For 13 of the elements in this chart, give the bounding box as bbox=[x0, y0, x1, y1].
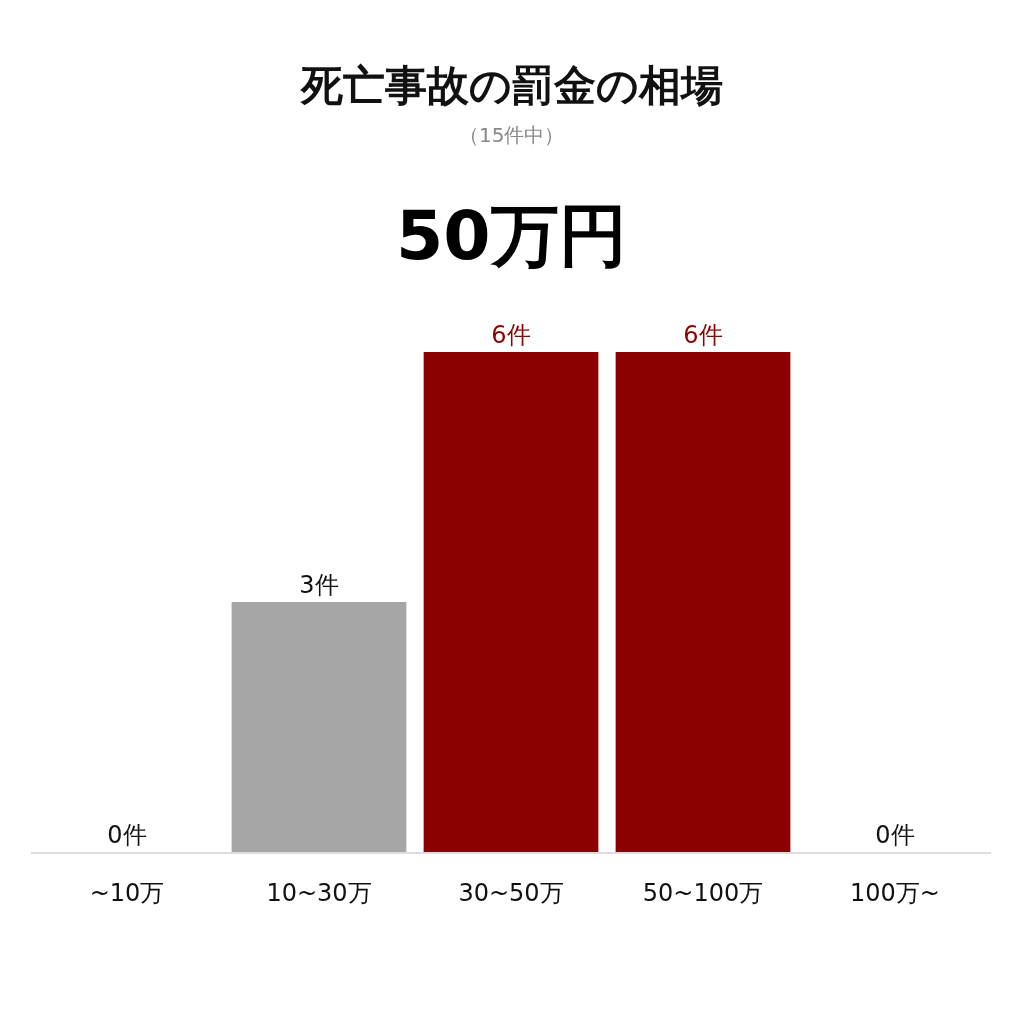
chart-subtitle: （15件中） bbox=[459, 123, 565, 147]
x-tick-label: 30~50万 bbox=[458, 878, 564, 907]
data-label: 0件 bbox=[875, 821, 915, 849]
data-label: 6件 bbox=[491, 321, 531, 349]
chart-title: 死亡事故の罰金の相場 bbox=[300, 60, 723, 110]
x-tick-label: ~10万 bbox=[89, 878, 165, 907]
data-label: 3件 bbox=[299, 571, 339, 599]
text: 50万円 bbox=[396, 196, 627, 275]
x-tick-label: 50~100万 bbox=[642, 878, 764, 907]
data-label: 0件 bbox=[107, 821, 147, 849]
x-tick-label: 10~30万 bbox=[266, 878, 372, 907]
data-label: 6件 bbox=[683, 321, 723, 349]
x-tick-label: 100万~ bbox=[850, 878, 940, 907]
